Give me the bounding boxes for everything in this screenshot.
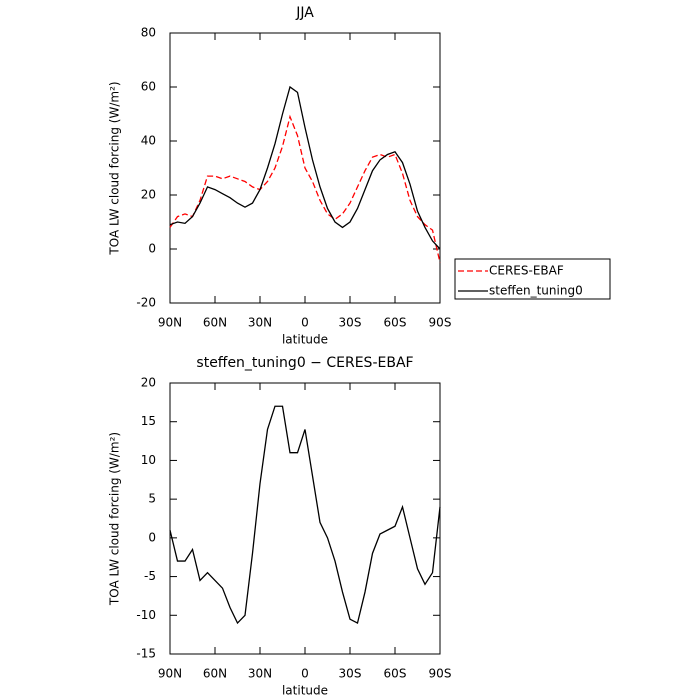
y-tick-label: 20	[141, 376, 156, 390]
y-tick-label: 0	[148, 242, 156, 256]
x-tick-label: 90N	[158, 316, 182, 330]
data-line	[169, 85, 441, 250]
x-tick-label: 30S	[339, 316, 362, 330]
x-tick-label: 30S	[339, 667, 362, 681]
x-axis-label: latitude	[282, 684, 328, 698]
y-axis-label: TOA LW cloud forcing (W/m²)	[108, 432, 122, 606]
x-tick-label: 90S	[429, 667, 452, 681]
y-tick-label: 60	[141, 80, 156, 94]
y-tick-label: -10	[136, 608, 156, 622]
y-tick-label: 15	[141, 414, 156, 428]
legend-box	[454, 258, 611, 300]
y-tick-label: 5	[148, 492, 156, 506]
y-tick-label: 0	[148, 530, 156, 544]
x-tick-label: 0	[301, 316, 309, 330]
plot-frame	[169, 382, 441, 655]
y-tick-label: 80	[141, 26, 156, 40]
y-tick-label: 20	[141, 188, 156, 202]
y-tick-label: 10	[141, 453, 156, 467]
x-tick-label: 90S	[429, 316, 452, 330]
legend-label: steffen_tuning0	[489, 284, 583, 298]
y-tick-label: -20	[136, 296, 156, 310]
chart-title: steffen_tuning0 − CERES-EBAF	[196, 355, 413, 371]
data-line	[169, 405, 441, 625]
x-tick-label: 60S	[384, 316, 407, 330]
chart-title: JJA	[295, 5, 314, 21]
x-tick-label: 60N	[203, 667, 227, 681]
x-tick-label: 30N	[248, 316, 272, 330]
x-axis-label: latitude	[282, 333, 328, 347]
x-tick-label: 90N	[158, 667, 182, 681]
x-tick-label: 0	[301, 667, 309, 681]
data-line	[169, 114, 441, 263]
y-tick-label: 40	[141, 134, 156, 148]
legend-label: CERES-EBAF	[489, 264, 564, 278]
y-tick-label: -5	[144, 569, 156, 583]
x-tick-label: 30N	[248, 667, 272, 681]
x-tick-label: 60N	[203, 316, 227, 330]
y-axis-label: TOA LW cloud forcing (W/m²)	[108, 81, 122, 255]
x-tick-label: 60S	[384, 667, 407, 681]
y-tick-label: -15	[136, 647, 156, 661]
